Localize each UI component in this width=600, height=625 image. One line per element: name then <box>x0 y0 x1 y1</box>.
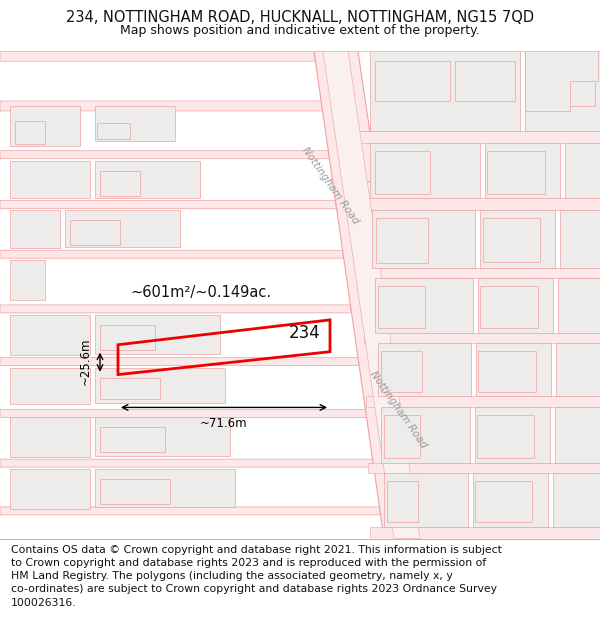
Polygon shape <box>384 473 468 527</box>
Polygon shape <box>0 250 344 258</box>
Polygon shape <box>95 315 220 354</box>
Polygon shape <box>375 151 430 194</box>
Polygon shape <box>314 51 430 539</box>
Polygon shape <box>10 211 60 248</box>
Text: 234: 234 <box>288 324 320 342</box>
Polygon shape <box>0 409 367 418</box>
Polygon shape <box>97 123 130 139</box>
Polygon shape <box>95 161 200 198</box>
Text: ~25.6m: ~25.6m <box>79 338 92 386</box>
Polygon shape <box>0 507 380 515</box>
Polygon shape <box>360 199 600 211</box>
Text: Contains OS data © Crown copyright and database right 2021. This information is : Contains OS data © Crown copyright and d… <box>11 545 502 608</box>
Polygon shape <box>487 151 545 194</box>
Polygon shape <box>473 473 548 527</box>
Polygon shape <box>95 368 225 404</box>
Polygon shape <box>381 351 422 391</box>
Polygon shape <box>0 305 352 313</box>
Polygon shape <box>565 142 600 199</box>
Polygon shape <box>525 56 595 106</box>
Polygon shape <box>100 378 160 399</box>
Polygon shape <box>525 51 598 111</box>
Polygon shape <box>387 481 418 522</box>
Polygon shape <box>378 342 471 396</box>
Polygon shape <box>95 418 230 456</box>
Polygon shape <box>0 51 316 61</box>
Polygon shape <box>0 201 337 209</box>
Polygon shape <box>370 142 480 199</box>
Polygon shape <box>483 218 540 262</box>
Polygon shape <box>0 459 374 467</box>
Polygon shape <box>553 473 600 527</box>
Polygon shape <box>15 121 45 144</box>
Polygon shape <box>358 131 400 181</box>
Polygon shape <box>10 418 90 457</box>
Polygon shape <box>10 315 90 355</box>
Polygon shape <box>372 211 475 268</box>
Polygon shape <box>525 51 600 131</box>
Polygon shape <box>556 342 600 396</box>
Polygon shape <box>376 218 428 263</box>
Polygon shape <box>65 211 180 248</box>
Polygon shape <box>0 357 359 366</box>
Polygon shape <box>10 260 45 300</box>
Text: Nottingham Road: Nottingham Road <box>299 145 361 226</box>
Polygon shape <box>95 106 175 141</box>
Polygon shape <box>370 527 600 539</box>
Polygon shape <box>560 211 600 268</box>
Polygon shape <box>100 479 170 504</box>
Polygon shape <box>0 151 329 159</box>
Polygon shape <box>10 368 90 404</box>
Polygon shape <box>476 342 551 396</box>
Polygon shape <box>0 101 323 111</box>
Polygon shape <box>100 325 155 350</box>
Polygon shape <box>477 416 534 458</box>
Polygon shape <box>100 428 165 452</box>
Text: ~601m²/~0.149ac.: ~601m²/~0.149ac. <box>130 285 271 300</box>
Polygon shape <box>381 408 470 463</box>
Polygon shape <box>368 463 600 473</box>
Polygon shape <box>480 211 555 268</box>
Polygon shape <box>70 221 120 245</box>
Polygon shape <box>475 408 550 463</box>
Polygon shape <box>378 286 425 328</box>
Polygon shape <box>366 396 600 408</box>
Polygon shape <box>375 278 473 332</box>
Polygon shape <box>364 332 600 342</box>
Polygon shape <box>480 286 538 328</box>
Polygon shape <box>478 278 553 332</box>
Polygon shape <box>478 351 536 391</box>
Text: Map shows position and indicative extent of the property.: Map shows position and indicative extent… <box>120 24 480 37</box>
Polygon shape <box>10 106 80 146</box>
Text: ~71.6m: ~71.6m <box>200 418 248 431</box>
Polygon shape <box>384 416 420 458</box>
Polygon shape <box>10 161 90 199</box>
Polygon shape <box>323 51 420 539</box>
Polygon shape <box>10 469 90 509</box>
Polygon shape <box>358 131 600 142</box>
Text: 234, NOTTINGHAM ROAD, HUCKNALL, NOTTINGHAM, NG15 7QD: 234, NOTTINGHAM ROAD, HUCKNALL, NOTTINGH… <box>66 10 534 25</box>
Polygon shape <box>362 268 600 278</box>
Polygon shape <box>375 61 450 101</box>
Polygon shape <box>485 142 560 199</box>
Polygon shape <box>370 51 520 131</box>
Polygon shape <box>100 171 140 196</box>
Polygon shape <box>95 469 235 507</box>
Polygon shape <box>455 61 515 101</box>
Polygon shape <box>555 408 600 463</box>
Polygon shape <box>475 481 532 522</box>
Text: Nottingham Road: Nottingham Road <box>368 369 428 450</box>
Polygon shape <box>558 278 600 332</box>
